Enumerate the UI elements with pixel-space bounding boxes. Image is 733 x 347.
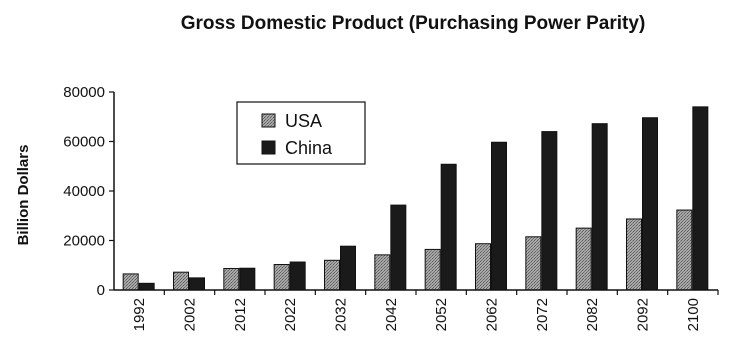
y-tick-label: 40000 [63, 183, 105, 200]
bar-usa-2062 [475, 243, 491, 291]
bar-china-2042 [390, 204, 407, 291]
x-tick-label: 1992 [131, 298, 148, 331]
y-tick-label: 20000 [63, 233, 105, 250]
chart-title: Gross Domestic Product (Purchasing Power… [181, 13, 646, 34]
y-tick-label: 80000 [63, 84, 105, 101]
x-tick-label: 2002 [182, 298, 199, 331]
y-tick-label: 0 [97, 282, 105, 299]
x-tick-label: 2052 [433, 298, 450, 331]
x-tick-label: 2032 [333, 298, 350, 331]
x-tick-label: 2042 [383, 298, 400, 331]
bar-usa-2002 [173, 271, 189, 291]
bar-usa-1992 [122, 273, 139, 291]
bar-usa-2012 [223, 267, 240, 291]
bar-usa-2032 [324, 259, 340, 291]
bar-china-2032 [340, 245, 356, 291]
bar-usa-2092 [626, 218, 642, 291]
bars [122, 106, 709, 291]
bar-usa-2042 [374, 254, 391, 291]
legend: USA China [236, 101, 366, 165]
x-axis-ticks: 1992 2002 2012 2022 2032 2042 2052 2062 2072 2082… [131, 290, 719, 331]
x-tick-label: 2022 [282, 298, 299, 331]
bar-china-2022 [289, 261, 306, 291]
bar-usa-2072 [525, 236, 542, 291]
bar-china-2052 [440, 163, 457, 291]
bar-china-2012 [239, 267, 256, 291]
bar-china-2072 [541, 131, 558, 291]
bar-usa-2052 [424, 248, 441, 291]
bar-usa-2082 [575, 227, 592, 291]
bar-usa-2100 [676, 209, 693, 291]
x-tick-label: 2082 [584, 298, 601, 331]
bar-china-2062 [491, 141, 507, 291]
legend-swatch-usa [261, 113, 276, 128]
legend-swatch-china [261, 140, 276, 155]
legend-label-china: China [285, 138, 333, 158]
bar-china-2082 [591, 123, 608, 291]
x-tick-label: 2012 [232, 298, 249, 331]
bar-usa-2022 [273, 264, 290, 291]
x-tick-label: 2100 [685, 298, 702, 331]
y-tick-label: 60000 [63, 134, 105, 151]
x-tick-label: 2062 [484, 298, 501, 331]
bar-china-2092 [642, 117, 658, 291]
y-axis-label: Billion Dollars [15, 145, 32, 246]
x-tick-label: 2092 [635, 298, 652, 331]
legend-label-usa: USA [285, 111, 322, 131]
bar-china-2002 [189, 277, 205, 291]
legend-box [236, 101, 366, 165]
bar-china-2100 [692, 106, 709, 291]
x-tick-label: 2072 [534, 298, 551, 331]
bar-china-1992 [138, 282, 155, 291]
y-axis-ticks: 0 20000 40000 60000 80000 [63, 84, 114, 299]
